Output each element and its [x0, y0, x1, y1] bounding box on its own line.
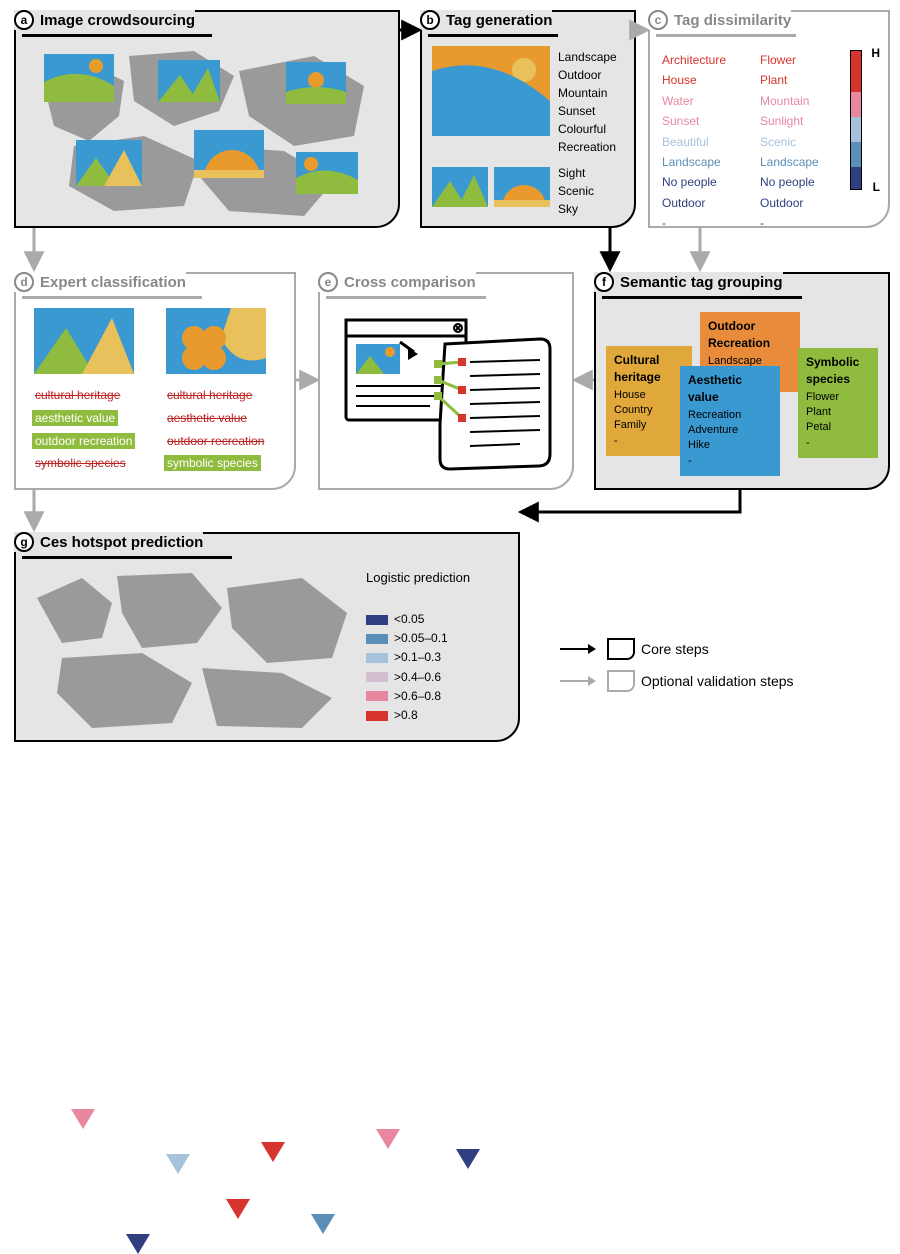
thumb-icon	[34, 308, 134, 374]
legend-title: Logistic prediction	[366, 570, 470, 587]
card-ar: Aesthetic valueRecreationAdventureHike-	[680, 366, 780, 476]
dissim-col2: FlowerPlantMountainSunlightScenicLandsca…	[760, 50, 819, 234]
legend-list: <0.05>0.05–0.1>0.1–0.3>0.4–0.6>0.6–0.8>0…	[366, 610, 448, 725]
thumb-large-icon	[432, 46, 550, 136]
scale-bar	[850, 50, 862, 190]
thumb-icon	[494, 167, 550, 207]
panel-b: bTag generation LandscapeOutdoorMountain…	[420, 10, 636, 228]
scale-h: H	[871, 46, 880, 60]
thumb-icon	[158, 60, 220, 102]
thumb-icon	[296, 152, 358, 194]
thumb-icon	[76, 140, 142, 186]
tag-list-main: LandscapeOutdoorMountainSunsetColourfulR…	[558, 48, 617, 156]
thumb-icon	[286, 62, 346, 104]
panel-f: fSemantic tag grouping Outdoor Recreatio…	[594, 272, 890, 490]
panel-d: dExpert classification cultural heritage…	[14, 272, 296, 490]
thumb-icon	[194, 130, 264, 178]
tag-list-sub: SightScenicSky	[558, 164, 594, 218]
dissim-col1: ArchitectureHouseWaterSunsetBeautifulLan…	[662, 50, 726, 234]
card-ss: Symbolic speciesFlowerPlantPetal-	[798, 348, 878, 458]
panel-e: eCross comparison	[318, 272, 574, 490]
scale-l: L	[873, 180, 880, 194]
thumb-icon	[166, 308, 266, 374]
panel-c: cTag dissimilarity ArchitectureHouseWate…	[648, 10, 890, 228]
thumb-icon	[44, 54, 114, 102]
compare-icon	[340, 314, 556, 474]
legend-core: .legend-box:nth-of-type(1) .arrw::after{…	[560, 638, 709, 660]
map-icon	[32, 568, 352, 733]
legend-opt: Optional validation steps	[560, 670, 794, 692]
panel-g: gCes hotspot prediction Logistic predict…	[14, 532, 520, 742]
panel-a: aImage crowdsourcing	[14, 10, 400, 228]
class-list-right: cultural heritageaesthetic valueoutdoor …	[164, 384, 267, 475]
class-list-left: cultural heritageaesthetic valueoutdoor …	[32, 384, 135, 475]
thumb-icon	[432, 167, 488, 207]
